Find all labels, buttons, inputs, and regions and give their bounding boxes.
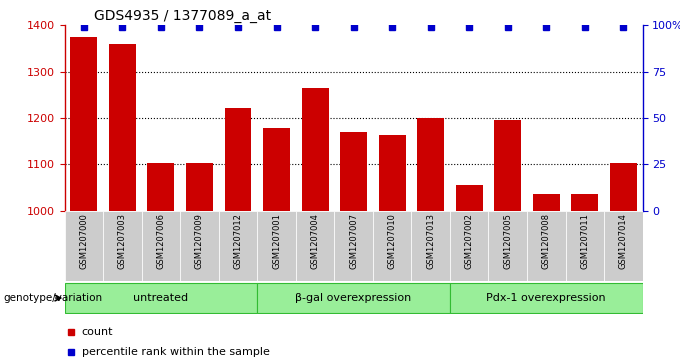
Bar: [379, 135, 405, 211]
Bar: [571, 194, 598, 211]
Bar: [527, 211, 566, 281]
Text: GSM1207013: GSM1207013: [426, 213, 435, 269]
Text: GSM1207008: GSM1207008: [542, 213, 551, 269]
Bar: [103, 211, 141, 281]
Bar: [450, 283, 643, 313]
Bar: [604, 211, 643, 281]
Bar: [494, 120, 522, 211]
Bar: [488, 211, 527, 281]
Bar: [219, 211, 257, 281]
Text: GSM1207009: GSM1207009: [195, 213, 204, 269]
Text: GSM1207003: GSM1207003: [118, 213, 127, 269]
Bar: [340, 132, 367, 211]
Bar: [301, 88, 328, 211]
Bar: [180, 211, 219, 281]
Bar: [71, 37, 97, 211]
Text: GSM1207011: GSM1207011: [580, 213, 590, 269]
Text: count: count: [82, 327, 113, 337]
Text: GSM1207010: GSM1207010: [388, 213, 396, 269]
Text: percentile rank within the sample: percentile rank within the sample: [82, 347, 269, 357]
Bar: [566, 211, 604, 281]
Bar: [257, 283, 450, 313]
Bar: [65, 283, 257, 313]
Bar: [109, 44, 136, 211]
Bar: [373, 211, 411, 281]
Text: GDS4935 / 1377089_a_at: GDS4935 / 1377089_a_at: [94, 9, 271, 23]
Text: untreated: untreated: [133, 293, 188, 303]
Bar: [418, 118, 444, 211]
Text: genotype/variation: genotype/variation: [3, 293, 103, 303]
Bar: [411, 211, 450, 281]
Bar: [610, 163, 637, 211]
Bar: [450, 211, 488, 281]
Bar: [224, 108, 252, 211]
Bar: [296, 211, 335, 281]
Text: GSM1207005: GSM1207005: [503, 213, 512, 269]
Bar: [456, 185, 483, 211]
Bar: [148, 163, 174, 211]
Text: Pdx-1 overexpression: Pdx-1 overexpression: [486, 293, 606, 303]
Text: GSM1207012: GSM1207012: [233, 213, 243, 269]
Text: GSM1207014: GSM1207014: [619, 213, 628, 269]
Bar: [533, 194, 560, 211]
Bar: [263, 128, 290, 211]
Text: GSM1207006: GSM1207006: [156, 213, 165, 269]
Text: GSM1207000: GSM1207000: [80, 213, 88, 269]
Bar: [141, 211, 180, 281]
Bar: [186, 163, 213, 211]
Bar: [65, 211, 103, 281]
Text: β-gal overexpression: β-gal overexpression: [296, 293, 411, 303]
Bar: [335, 211, 373, 281]
Text: GSM1207007: GSM1207007: [349, 213, 358, 269]
Text: GSM1207002: GSM1207002: [464, 213, 474, 269]
Bar: [257, 211, 296, 281]
Text: GSM1207001: GSM1207001: [272, 213, 281, 269]
Text: GSM1207004: GSM1207004: [311, 213, 320, 269]
